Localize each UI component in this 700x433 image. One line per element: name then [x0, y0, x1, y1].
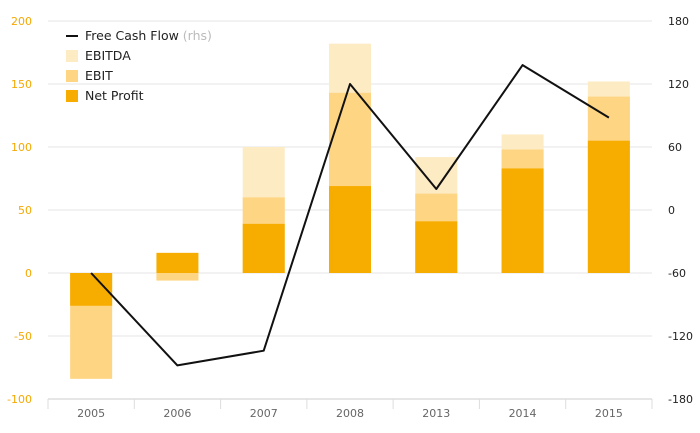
- legend-label-net-profit: Net Profit: [85, 88, 144, 103]
- x-tick-label: 2007: [250, 407, 278, 420]
- left-tick-label: 200: [11, 15, 32, 28]
- bar-net-profit: [501, 168, 544, 273]
- legend-swatch-net-profit: [66, 90, 78, 102]
- right-tick-label: 180: [668, 15, 689, 28]
- left-tick-label: 100: [11, 141, 32, 154]
- left-tick-label: -100: [7, 393, 32, 406]
- bar-net-profit: [156, 252, 199, 273]
- legend-label-ebitda: EBITDA: [85, 48, 131, 63]
- right-tick-label: 0: [668, 204, 675, 217]
- x-tick-label: 2015: [595, 407, 623, 420]
- bar-ebit: [156, 273, 199, 281]
- bar-net-profit: [415, 221, 458, 273]
- x-tick-label: 2005: [77, 407, 105, 420]
- left-tick-label: 50: [18, 204, 32, 217]
- legend-label-rhs-note: (rhs): [183, 28, 212, 43]
- legend-label-free-cash-flow: Free Cash Flow: [85, 28, 179, 43]
- right-tick-label: -60: [668, 267, 686, 280]
- left-tick-label: 150: [11, 78, 32, 91]
- left-tick-label: 0: [25, 267, 32, 280]
- right-tick-label: -180: [668, 393, 693, 406]
- legend-swatch-ebit: [66, 70, 78, 82]
- x-tick-label: 2008: [336, 407, 364, 420]
- right-tick-label: 120: [668, 78, 689, 91]
- left-tick-label: -50: [14, 330, 32, 343]
- right-tick-label: 60: [668, 141, 682, 154]
- x-tick-label: 2006: [163, 407, 191, 420]
- bar-net-profit: [329, 186, 371, 273]
- x-tick-label: 2014: [509, 407, 537, 420]
- right-tick-label: -120: [668, 330, 693, 343]
- bar-net-profit: [242, 223, 285, 273]
- x-tick-label: 2013: [422, 407, 450, 420]
- bar-net-profit: [587, 140, 630, 273]
- legend-swatch-ebitda: [66, 50, 78, 62]
- legend-label-ebit: EBIT: [85, 68, 113, 83]
